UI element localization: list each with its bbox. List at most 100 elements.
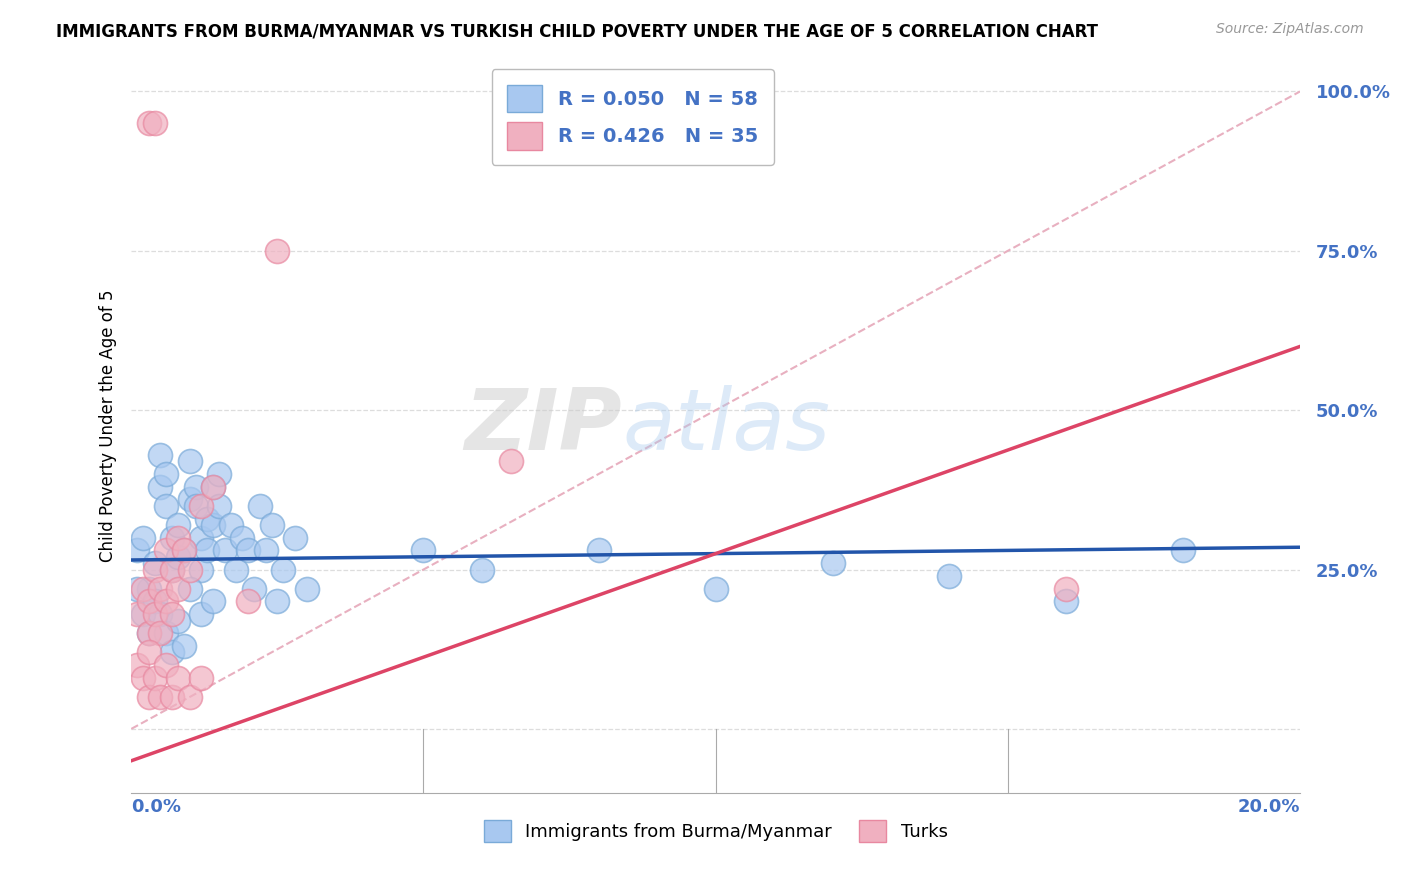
Point [127, 543, 149, 558]
Point [1173, 543, 1195, 558]
Point [138, 116, 160, 130]
Point [138, 594, 160, 608]
Text: ZIP: ZIP [464, 384, 621, 467]
Point [271, 563, 294, 577]
Point [167, 614, 190, 628]
Point [167, 671, 190, 685]
Point [160, 645, 183, 659]
Point [138, 626, 160, 640]
Point [143, 671, 166, 685]
Point [190, 499, 212, 513]
Point [284, 531, 307, 545]
Point [127, 658, 149, 673]
Point [155, 626, 177, 640]
Point [184, 499, 207, 513]
Point [179, 563, 201, 577]
Point [149, 582, 172, 596]
Point [179, 492, 201, 507]
Point [202, 517, 225, 532]
Point [202, 480, 225, 494]
Point [219, 517, 242, 532]
Point [143, 556, 166, 570]
Point [179, 690, 201, 704]
Point [266, 594, 288, 608]
Point [173, 543, 195, 558]
Legend: R = 0.050   N = 58, R = 0.426   N = 35: R = 0.050 N = 58, R = 0.426 N = 35 [492, 70, 773, 165]
Point [195, 511, 218, 525]
Point [231, 531, 253, 545]
Point [243, 582, 266, 596]
Point [225, 563, 247, 577]
Point [704, 582, 727, 596]
Point [167, 549, 190, 564]
Point [143, 607, 166, 622]
Point [184, 480, 207, 494]
Text: Source: ZipAtlas.com: Source: ZipAtlas.com [1216, 22, 1364, 37]
Point [471, 563, 494, 577]
Point [938, 569, 960, 583]
Point [190, 531, 212, 545]
Point [179, 582, 201, 596]
Point [132, 582, 155, 596]
Point [173, 543, 195, 558]
Point [138, 690, 160, 704]
Point [127, 582, 149, 596]
Point [138, 626, 160, 640]
Point [236, 543, 259, 558]
Point [155, 467, 177, 481]
Point [1054, 582, 1077, 596]
Point [266, 244, 288, 258]
Point [249, 499, 271, 513]
Point [143, 594, 166, 608]
Point [132, 607, 155, 622]
Point [143, 563, 166, 577]
Y-axis label: Child Poverty Under the Age of 5: Child Poverty Under the Age of 5 [100, 290, 117, 562]
Point [190, 563, 212, 577]
Point [167, 531, 190, 545]
Point [132, 671, 155, 685]
Text: IMMIGRANTS FROM BURMA/MYANMAR VS TURKISH CHILD POVERTY UNDER THE AGE OF 5 CORREL: IMMIGRANTS FROM BURMA/MYANMAR VS TURKISH… [56, 22, 1098, 40]
Point [167, 582, 190, 596]
Point [260, 517, 283, 532]
Point [149, 690, 172, 704]
Point [132, 531, 155, 545]
Point [179, 454, 201, 468]
Point [155, 543, 177, 558]
Point [155, 658, 177, 673]
Point [202, 594, 225, 608]
Point [214, 543, 236, 558]
Point [254, 543, 277, 558]
Point [208, 499, 231, 513]
Text: 20.0%: 20.0% [1237, 797, 1301, 816]
Point [202, 480, 225, 494]
Point [155, 499, 177, 513]
Text: 0.0%: 0.0% [131, 797, 181, 816]
Point [190, 671, 212, 685]
Point [127, 607, 149, 622]
Point [236, 594, 259, 608]
Point [501, 454, 523, 468]
Point [138, 645, 160, 659]
Point [149, 626, 172, 640]
Point [149, 448, 172, 462]
Point [160, 563, 183, 577]
Point [195, 543, 218, 558]
Text: atlas: atlas [621, 384, 830, 467]
Point [160, 690, 183, 704]
Point [295, 582, 318, 596]
Point [190, 607, 212, 622]
Point [143, 116, 166, 130]
Point [208, 467, 231, 481]
Point [160, 563, 183, 577]
Point [138, 582, 160, 596]
Point [149, 480, 172, 494]
Point [167, 517, 190, 532]
Point [160, 531, 183, 545]
Point [155, 594, 177, 608]
Point [588, 543, 610, 558]
Point [160, 607, 183, 622]
Point [412, 543, 434, 558]
Point [1054, 594, 1077, 608]
Point [149, 607, 172, 622]
Point [173, 639, 195, 653]
